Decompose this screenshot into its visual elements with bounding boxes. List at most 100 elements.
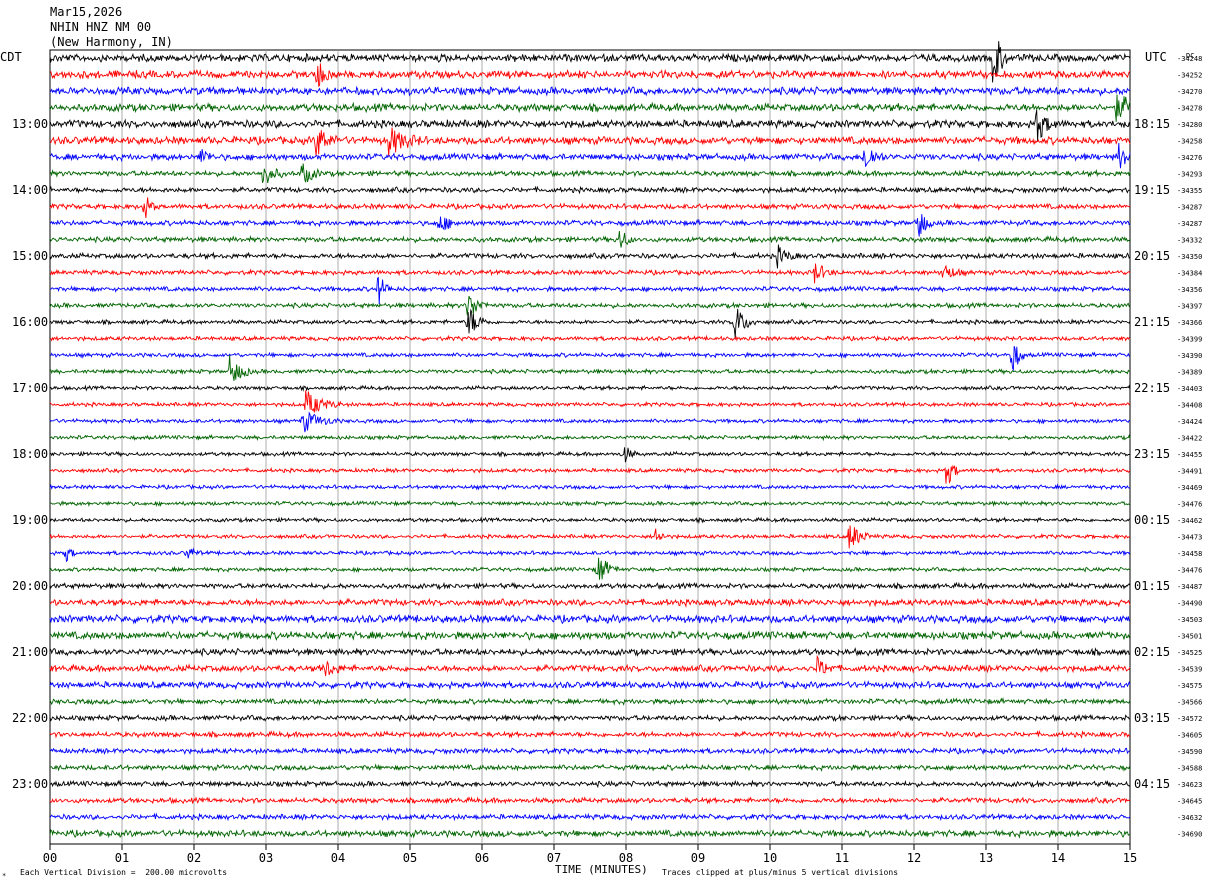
trace-row-36 <box>49 646 1131 658</box>
dc-offset-label: -34280 <box>1177 121 1202 129</box>
x-tick-label: 14 <box>1051 851 1065 865</box>
corner-mark: * <box>2 872 6 880</box>
dc-offset-label: -34356 <box>1177 286 1202 294</box>
dc-offset-label: -34332 <box>1177 237 1202 245</box>
left-hour-label: 17:00 <box>12 381 48 395</box>
gridlines <box>121 50 1059 844</box>
dc-offset-label: -34270 <box>1177 88 1202 96</box>
left-hour-label: 20:00 <box>12 579 48 593</box>
x-tick-label: 02 <box>187 851 201 865</box>
right-hour-label: 20:15 <box>1134 249 1170 263</box>
trace-group <box>49 41 1131 839</box>
trace-row-37 <box>49 654 1131 677</box>
dc-offset-label: -34424 <box>1177 418 1202 426</box>
trace-row-26 <box>49 483 1131 491</box>
dc-offset-label: -34469 <box>1177 484 1202 492</box>
left-hour-label: 23:00 <box>12 777 48 791</box>
dc-offset-label: -34258 <box>1177 138 1202 146</box>
dc-offset-label: -34575 <box>1177 682 1202 690</box>
trace-row-9 <box>49 197 1131 219</box>
trace-row-27 <box>49 499 1131 508</box>
dc-offset-label: -34287 <box>1177 220 1202 228</box>
right-hour-label: 23:15 <box>1134 447 1170 461</box>
dc-offset-label: -34491 <box>1177 468 1202 476</box>
trace-row-15 <box>49 295 1131 316</box>
left-hour-label: 19:00 <box>12 513 48 527</box>
dc-offset-label: -34623 <box>1177 781 1202 789</box>
trace-row-35 <box>49 629 1131 642</box>
dc-offset-label: -34690 <box>1177 831 1202 839</box>
trace-row-14 <box>50 276 1131 305</box>
dc-offset-label: -34390 <box>1177 352 1202 360</box>
trace-row-33 <box>49 597 1131 608</box>
right-hour-label: 03:15 <box>1134 711 1170 725</box>
x-tick-label: 01 <box>115 851 129 865</box>
trace-row-8 <box>49 185 1131 195</box>
trace-row-28 <box>49 516 1131 524</box>
dc-offset-label: -34422 <box>1177 435 1202 443</box>
right-timezone-label: UTC <box>1145 50 1167 64</box>
dc-offset-label: -34566 <box>1177 699 1202 707</box>
dc-offset-label: -34355 <box>1177 187 1202 195</box>
trace-row-3 <box>49 94 1131 122</box>
trace-row-23 <box>49 434 1131 442</box>
trace-row-44 <box>49 779 1131 789</box>
left-hour-label: 14:00 <box>12 183 48 197</box>
trace-row-5 <box>49 127 1131 157</box>
dc-offset-label: -34252 <box>1177 72 1202 80</box>
trace-row-24 <box>49 447 1131 463</box>
left-hour-labels: 13:00 14:00 15:00 16:00 17:00 18:00 19:00 20:00… <box>12 117 48 791</box>
dc-offset-label: -34278 <box>1177 105 1202 113</box>
trace-row-40 <box>49 713 1131 723</box>
trace-row-18 <box>49 345 1131 372</box>
clip-note: Traces clipped at plus/minus 5 vertical … <box>662 868 898 877</box>
header-date: Mar15,2026 <box>50 5 122 19</box>
scale-note: Each Vertical Division = 200.00 microvol… <box>20 868 227 877</box>
x-tick-label: 07 <box>547 851 561 865</box>
dc-offset-label: -34366 <box>1177 319 1202 327</box>
right-hour-label: 21:15 <box>1134 315 1170 329</box>
dc-offset-label: -34503 <box>1177 616 1202 624</box>
trace-row-7 <box>49 163 1131 183</box>
dc-offset-label: -34399 <box>1177 336 1202 344</box>
right-hour-label: 01:15 <box>1134 579 1170 593</box>
left-hour-label: 21:00 <box>12 645 48 659</box>
dc-offset-label: -34384 <box>1177 270 1202 278</box>
trace-row-21 <box>49 390 1131 413</box>
dc-offset-label: -34501 <box>1177 633 1202 641</box>
dc-offset-label: -34590 <box>1177 748 1202 756</box>
dc-offset-label: -34487 <box>1177 583 1202 591</box>
x-tick-label: 00 <box>43 851 57 865</box>
x-tick-label: 11 <box>835 851 849 865</box>
dc-offset-labels: -34248 -34252 -34270 -34278 -34280 -34258 -342… <box>1177 55 1202 839</box>
right-hour-labels: 18:15 19:15 20:15 21:15 22:15 23:15 00:15 01:15… <box>1134 117 1170 791</box>
dc-offset-label: -34458 <box>1177 550 1202 558</box>
trace-row-29 <box>49 525 1131 549</box>
trace-row-38 <box>49 680 1131 691</box>
trace-row-34 <box>49 613 1131 625</box>
trace-row-42 <box>49 746 1131 756</box>
x-tick-label: 03 <box>259 851 273 865</box>
x-tick-label: 04 <box>331 851 345 865</box>
dc-offset-label: -34397 <box>1177 303 1202 311</box>
dc-offset-label: -34588 <box>1177 765 1202 773</box>
dc-offset-label: -34539 <box>1177 666 1202 674</box>
dc-offset-label: -34605 <box>1177 732 1202 740</box>
x-axis-title: TIME (MINUTES) <box>555 863 648 876</box>
right-hour-label: 02:15 <box>1134 645 1170 659</box>
plot-frame <box>49 49 1131 845</box>
trace-row-25 <box>49 464 1131 485</box>
dc-offset-label: -34572 <box>1177 715 1202 723</box>
trace-row-22 <box>49 411 1131 433</box>
dc-offset-label: -34632 <box>1177 814 1202 822</box>
x-tick-label: 13 <box>979 851 993 865</box>
trace-row-2 <box>49 85 1131 97</box>
right-hour-label: 18:15 <box>1134 117 1170 131</box>
dc-offset-label: -34476 <box>1177 567 1202 575</box>
trace-row-30 <box>49 547 1131 563</box>
left-timezone-label: CDT <box>0 50 22 64</box>
x-tick-label: 08 <box>619 851 633 865</box>
dc-offset-label: -34645 <box>1177 798 1202 806</box>
trace-row-46 <box>49 812 1131 822</box>
